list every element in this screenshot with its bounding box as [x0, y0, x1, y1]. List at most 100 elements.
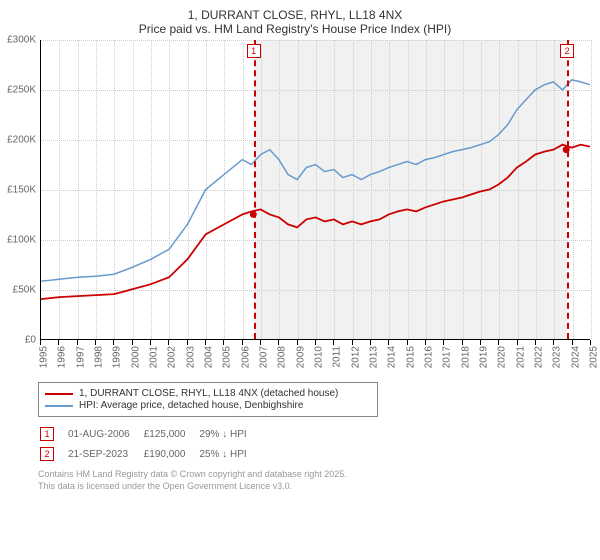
x-tick-label: 2022 [534, 346, 545, 368]
x-tick-mark [223, 340, 224, 345]
sale-price: £190,000 [144, 445, 198, 463]
x-tick-label: 2014 [387, 346, 398, 368]
x-tick-label: 2025 [589, 346, 600, 368]
y-tick-label: £150K [7, 185, 36, 196]
x-tick-label: 2000 [130, 346, 141, 368]
x-tick-label: 2013 [369, 346, 380, 368]
x-tick-label: 1995 [39, 346, 50, 368]
x-tick-label: 1999 [112, 346, 123, 368]
legend: 1, DURRANT CLOSE, RHYL, LL18 4NX (detach… [38, 382, 378, 417]
legend-row: HPI: Average price, detached house, Denb… [45, 400, 371, 411]
x-tick-label: 1997 [75, 346, 86, 368]
y-tick-label: £100K [7, 235, 36, 246]
x-tick-mark [370, 340, 371, 345]
x-tick-label: 2020 [497, 346, 508, 368]
x-tick-label: 2006 [240, 346, 251, 368]
x-tick-mark [352, 340, 353, 345]
x-tick-label: 1996 [57, 346, 68, 368]
grid-line-v [591, 40, 592, 339]
x-tick-mark [407, 340, 408, 345]
x-tick-mark [498, 340, 499, 345]
x-tick-mark [95, 340, 96, 345]
y-tick-label: £50K [13, 285, 36, 296]
x-tick-mark [553, 340, 554, 345]
series-hpi [41, 80, 590, 281]
x-tick-mark [58, 340, 59, 345]
x-tick-label: 2003 [185, 346, 196, 368]
sale-price: £125,000 [144, 425, 198, 443]
x-axis: 1995 1996 1997 1998 1999 2000 2001 2002 2003 2004… [40, 340, 590, 378]
x-tick-label: 2019 [479, 346, 490, 368]
table-row: 221-SEP-2023£190,00025% ↓ HPI [40, 445, 259, 463]
x-tick-mark [242, 340, 243, 345]
x-tick-label: 2002 [167, 346, 178, 368]
table-row: 101-AUG-2006£125,00029% ↓ HPI [40, 425, 259, 443]
x-tick-label: 2009 [295, 346, 306, 368]
x-tick-mark [572, 340, 573, 345]
x-tick-mark [168, 340, 169, 345]
x-tick-mark [205, 340, 206, 345]
y-tick-label: £250K [7, 85, 36, 96]
legend-label: 1, DURRANT CLOSE, RHYL, LL18 4NX (detach… [79, 388, 338, 399]
footnote: Contains HM Land Registry data © Crown c… [38, 469, 590, 492]
x-tick-mark [535, 340, 536, 345]
x-tick-label: 2012 [350, 346, 361, 368]
x-tick-label: 2007 [259, 346, 270, 368]
x-tick-label: 2011 [332, 346, 343, 368]
x-tick-label: 2024 [570, 346, 581, 368]
marker-cell: 2 [40, 445, 66, 463]
x-tick-mark [113, 340, 114, 345]
x-tick-mark [260, 340, 261, 345]
marker-badge: 2 [560, 44, 574, 58]
x-tick-mark [278, 340, 279, 345]
y-tick-label: £300K [7, 35, 36, 46]
x-tick-label: 2008 [277, 346, 288, 368]
x-tick-label: 2015 [405, 346, 416, 368]
x-tick-mark [77, 340, 78, 345]
chart-title: 1, DURRANT CLOSE, RHYL, LL18 4NX Price p… [0, 8, 590, 36]
title-line-1: 1, DURRANT CLOSE, RHYL, LL18 4NX [0, 8, 590, 22]
x-tick-label: 2021 [515, 346, 526, 368]
x-tick-mark [517, 340, 518, 345]
x-tick-mark [590, 340, 591, 345]
sale-delta: 25% ↓ HPI [199, 445, 258, 463]
legend-row: 1, DURRANT CLOSE, RHYL, LL18 4NX (detach… [45, 388, 371, 399]
x-tick-label: 2016 [424, 346, 435, 368]
x-tick-mark [187, 340, 188, 345]
x-tick-mark [425, 340, 426, 345]
x-tick-label: 2001 [149, 346, 160, 368]
footnote-line-1: Contains HM Land Registry data © Crown c… [38, 469, 590, 481]
x-tick-label: 2023 [552, 346, 563, 368]
x-tick-mark [315, 340, 316, 345]
y-tick-label: £200K [7, 135, 36, 146]
legend-label: HPI: Average price, detached house, Denb… [79, 400, 303, 411]
x-tick-mark [462, 340, 463, 345]
plot-area: 12 [40, 40, 590, 340]
x-tick-label: 2005 [222, 346, 233, 368]
x-tick-label: 2017 [442, 346, 453, 368]
sale-delta: 29% ↓ HPI [199, 425, 258, 443]
x-tick-label: 2010 [314, 346, 325, 368]
x-tick-mark [132, 340, 133, 345]
series-price_paid [41, 145, 590, 299]
legend-swatch [45, 393, 73, 395]
x-tick-mark [443, 340, 444, 345]
y-tick-label: £0 [25, 335, 36, 346]
footnote-line-2: This data is licensed under the Open Gov… [38, 481, 590, 493]
marker-badge: 1 [247, 44, 261, 58]
legend-swatch [45, 405, 73, 407]
x-tick-mark [150, 340, 151, 345]
marker-line [254, 40, 256, 339]
x-tick-mark [40, 340, 41, 345]
x-tick-label: 1998 [94, 346, 105, 368]
sale-date: 01-AUG-2006 [68, 425, 142, 443]
sales-table: 101-AUG-2006£125,00029% ↓ HPI221-SEP-202… [38, 423, 261, 465]
series-svg [41, 40, 590, 339]
chart-area: £0£50K£100K£150K£200K£250K£300K 12 19951… [2, 40, 590, 378]
x-tick-mark [333, 340, 334, 345]
x-tick-mark [388, 340, 389, 345]
y-axis: £0£50K£100K£150K£200K£250K£300K [2, 40, 40, 340]
title-line-2: Price paid vs. HM Land Registry's House … [0, 22, 590, 36]
x-tick-label: 2004 [204, 346, 215, 368]
x-tick-label: 2018 [460, 346, 471, 368]
